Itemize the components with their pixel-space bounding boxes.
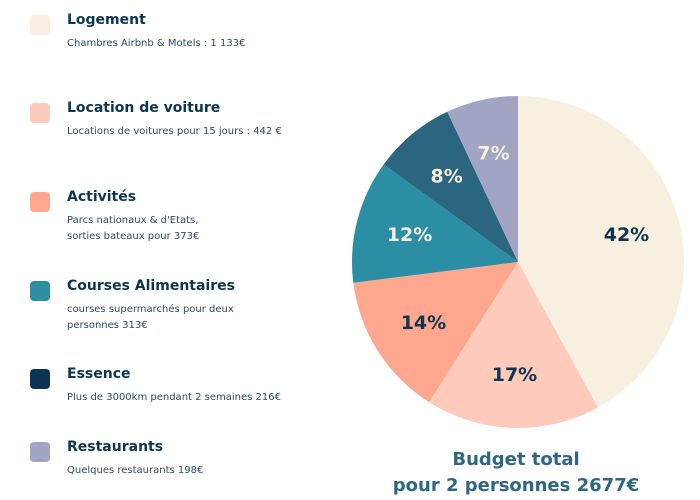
legend-description: Quelques restaurants 198€: [67, 465, 204, 476]
budget-total-line1: Budget total: [452, 449, 580, 470]
pie-label-activites: 14%: [401, 312, 446, 334]
legend-title: Courses Alimentaires: [67, 278, 235, 294]
legend-swatch: [30, 15, 50, 35]
legend-title: Activités: [67, 189, 137, 205]
legend-description: Parcs nationaux & d'Etats, sorties batea…: [67, 215, 200, 242]
pie-label-essence: 8%: [430, 166, 462, 188]
pie-label-courses: 12%: [387, 224, 432, 246]
legend-swatch: [30, 103, 50, 123]
legend-title: Logement: [67, 12, 146, 28]
pie-slice-activites: [353, 262, 518, 403]
pie-slice-logement: [518, 96, 684, 408]
legend-swatch: [30, 281, 50, 301]
legend-swatch: [30, 442, 50, 462]
legend-swatch: [30, 192, 50, 212]
legend-title: Restaurants: [67, 439, 164, 455]
legend-description: Locations de voitures pour 15 jours : 44…: [67, 126, 282, 137]
pie-slice-essence: [383, 111, 518, 262]
legend-description: Plus de 3000km pendant 2 semaines 216€: [67, 392, 282, 403]
pie-label-restaurants: 7%: [477, 143, 509, 165]
pie-label-location-voiture: 17%: [492, 364, 537, 386]
legend-title: Essence: [67, 366, 131, 382]
budget-total-line2: pour 2 personnes 2677€: [392, 475, 640, 496]
legend-description: Chambres Airbnb & Motels : 1 133€: [67, 38, 246, 49]
pie-label-logement: 42%: [604, 224, 649, 246]
pie-slice-location-voiture: [429, 262, 598, 428]
legend-swatch: [30, 369, 50, 389]
pie-slice-courses: [352, 164, 518, 283]
budget-total: Budget total pour 2 personnes 2677€: [380, 447, 652, 499]
legend-title: Location de voiture: [67, 100, 221, 116]
legend-description: courses supermarchés pour deux personnes…: [67, 304, 234, 331]
pie-slice-restaurants: [447, 96, 518, 262]
